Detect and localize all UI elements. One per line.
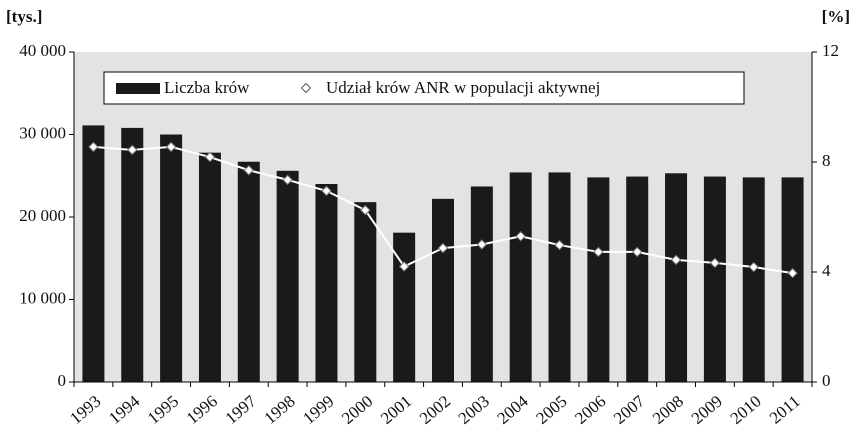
bar: [470, 186, 493, 382]
bar: [198, 152, 221, 382]
bar: [703, 176, 726, 382]
x-tick-label: 2002: [416, 392, 454, 428]
line-marker: [515, 231, 526, 242]
y2-tick-label: 0: [822, 371, 831, 390]
y2-tick-label: 4: [822, 261, 831, 280]
line-marker: [554, 239, 565, 251]
line-marker: [748, 261, 759, 273]
x-tick-label: 2009: [688, 392, 726, 428]
x-tick-label: 2005: [532, 392, 570, 428]
x-tick-label: 1995: [144, 392, 182, 428]
line-marker: [632, 246, 643, 258]
bar: [354, 202, 377, 382]
bar: [160, 134, 183, 382]
legend-marker: [300, 82, 312, 94]
line-marker: [476, 239, 488, 250]
x-tick-label: 1996: [183, 392, 221, 428]
x-tick-label: 2008: [649, 392, 687, 428]
x-tick-label: 1993: [66, 392, 104, 428]
line-marker: [243, 165, 254, 176]
y2-tick-label: 12: [822, 41, 839, 60]
line-marker: [127, 144, 138, 156]
x-tick-label: 2011: [766, 392, 804, 428]
bar: [742, 177, 765, 382]
x-tick-label: 2006: [571, 392, 609, 428]
legend-label: Liczba krów: [164, 78, 250, 97]
line-marker: [360, 204, 371, 216]
line-marker: [709, 257, 721, 269]
legend-label: Udział krów ANR w populacji aktywnej: [326, 78, 600, 97]
y2-axis-label: [%]: [822, 7, 850, 26]
x-tick-label: 1994: [105, 391, 144, 428]
bar: [315, 184, 338, 382]
x-tick-label: 2004: [494, 391, 533, 428]
legend-swatch: [116, 83, 160, 94]
line-marker: [88, 141, 99, 153]
x-tick-label: 1998: [260, 392, 298, 428]
bar: [121, 127, 144, 383]
y-tick-label: 40 000: [19, 41, 66, 60]
y-tick-label: 30 000: [19, 123, 66, 142]
bar: [393, 232, 416, 382]
x-tick-label: 2001: [377, 392, 415, 428]
line-marker: [670, 254, 682, 266]
line-marker: [282, 174, 293, 186]
x-tick-label: 1999: [299, 392, 337, 428]
line-marker: [321, 185, 332, 197]
line-marker: [398, 261, 410, 272]
line-marker: [787, 267, 798, 279]
y2-tick-label: 8: [822, 151, 831, 170]
bar: [587, 177, 610, 382]
bar: [548, 172, 571, 382]
bar: [237, 161, 260, 382]
bar: [781, 177, 804, 382]
y-axis-label: [tys.]: [6, 7, 42, 26]
bar: [82, 125, 105, 383]
bar: [626, 176, 649, 382]
y-tick-label: 0: [58, 371, 67, 390]
x-tick-label: 1997: [222, 391, 261, 428]
line-marker: [593, 246, 604, 258]
y-tick-label: 10 000: [19, 288, 66, 307]
line-marker: [165, 141, 177, 153]
bar: [509, 172, 532, 382]
x-tick-label: 2010: [727, 392, 765, 428]
line-marker: [437, 242, 449, 254]
x-tick-label: 2000: [338, 392, 376, 428]
y-tick-label: 20 000: [19, 206, 66, 225]
bar: [432, 198, 454, 382]
x-tick-label: 2003: [455, 392, 493, 428]
line-marker: [204, 151, 216, 163]
x-tick-label: 2007: [610, 391, 649, 428]
bar: [276, 170, 299, 382]
bar: [665, 173, 688, 382]
legend-box: [103, 71, 745, 105]
